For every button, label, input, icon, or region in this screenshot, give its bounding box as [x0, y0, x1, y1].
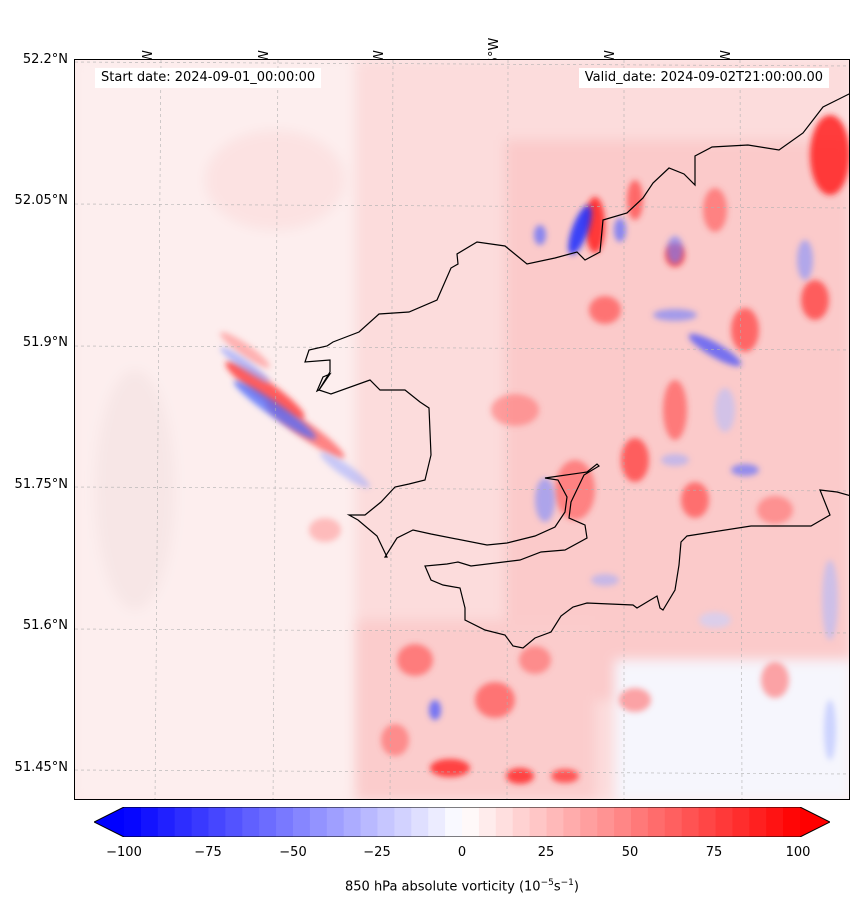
colorbar-cell	[276, 807, 294, 837]
colorbar-tick: −75	[194, 845, 222, 860]
colorbar-tick: 50	[621, 845, 639, 860]
colorbar-min-arrow	[94, 807, 124, 837]
colorbar-cell	[326, 807, 345, 837]
lat-label-51-75n: 51.75°N	[14, 477, 68, 492]
colorbar-tick: 100	[785, 845, 811, 860]
colorbar-tick: −25	[363, 845, 391, 860]
colorbar-tick: 0	[457, 845, 467, 860]
colorbar-cell	[631, 807, 649, 837]
colorbar-cell	[766, 807, 784, 837]
colorbar	[94, 807, 830, 837]
colorbar-cell	[597, 807, 615, 837]
start-date-label: Start date: 2024-09-01_00:00:00	[95, 68, 322, 88]
colorbar-label-exp2: −1	[560, 878, 574, 888]
colorbar-cell	[681, 807, 700, 837]
colorbar-cell	[732, 807, 750, 837]
colorbar-cell	[174, 807, 193, 837]
colorbar-cell	[242, 807, 260, 837]
vorticity-map	[74, 59, 850, 800]
colorbar-cell	[343, 807, 362, 837]
colorbar-cell	[462, 807, 480, 837]
colorbar-tick: 75	[705, 845, 723, 860]
colorbar-cell	[157, 807, 176, 837]
lat-label-51-45n: 51.45°N	[14, 760, 68, 775]
colorbar-cell	[512, 807, 531, 837]
colorbar-cell	[580, 807, 598, 837]
colorbar-cell	[563, 807, 581, 837]
colorbar-cell	[445, 807, 463, 837]
colorbar-cell	[715, 807, 733, 837]
colorbar-cell	[360, 807, 378, 837]
colorbar-cell	[428, 807, 446, 837]
colorbar-cell	[293, 807, 311, 837]
colorbar-cells	[94, 807, 830, 837]
vorticity-field	[75, 60, 849, 799]
colorbar-label-end: )	[573, 879, 579, 895]
colorbar-tick: 25	[537, 845, 555, 860]
colorbar-cell	[394, 807, 412, 837]
colorbar-cell	[208, 807, 226, 837]
colorbar-cell	[191, 807, 209, 837]
colorbar-cell	[377, 807, 395, 837]
field-background	[75, 60, 849, 799]
colorbar-label-exp1: −5	[540, 878, 554, 888]
colorbar-cell	[698, 807, 716, 837]
colorbar-cell	[259, 807, 277, 837]
colorbar-tick: −50	[279, 845, 307, 860]
colorbar-label-mid: s	[553, 879, 561, 895]
colorbar-max-arrow	[800, 807, 830, 837]
negative-vorticity-features	[220, 205, 838, 760]
colorbar-cell	[495, 807, 514, 837]
colorbar-tick: −100	[106, 845, 142, 860]
colorbar-cell	[614, 807, 632, 837]
colorbar-cell	[140, 807, 159, 837]
valid-date-label: Valid_date: 2024-09-02T21:00:00.00	[578, 68, 829, 88]
colorbar-cell	[664, 807, 683, 837]
colorbar-cell	[411, 807, 429, 837]
colorbar-cell	[647, 807, 666, 837]
colorbar-cell	[546, 807, 564, 837]
colorbar-cell	[225, 807, 243, 837]
colorbar-label-text: 850 hPa absolute vorticity (10	[345, 879, 541, 895]
colorbar-label: 850 hPa absolute vorticity (10−5s−1)	[0, 878, 859, 894]
lat-label-52-05n: 52.05°N	[14, 193, 68, 208]
lat-label-51-6n: 51.6°N	[22, 618, 68, 633]
colorbar-cell	[749, 807, 767, 837]
lat-label-51-9n: 51.9°N	[22, 335, 68, 350]
colorbar-cell	[478, 807, 497, 837]
colorbar-cell	[529, 807, 547, 837]
lat-label-52-2n: 52.2°N	[22, 52, 68, 67]
colorbar-cell	[309, 807, 328, 837]
colorbar-cell	[783, 807, 801, 837]
coastline	[304, 93, 849, 649]
colorbar-cell	[124, 807, 142, 837]
